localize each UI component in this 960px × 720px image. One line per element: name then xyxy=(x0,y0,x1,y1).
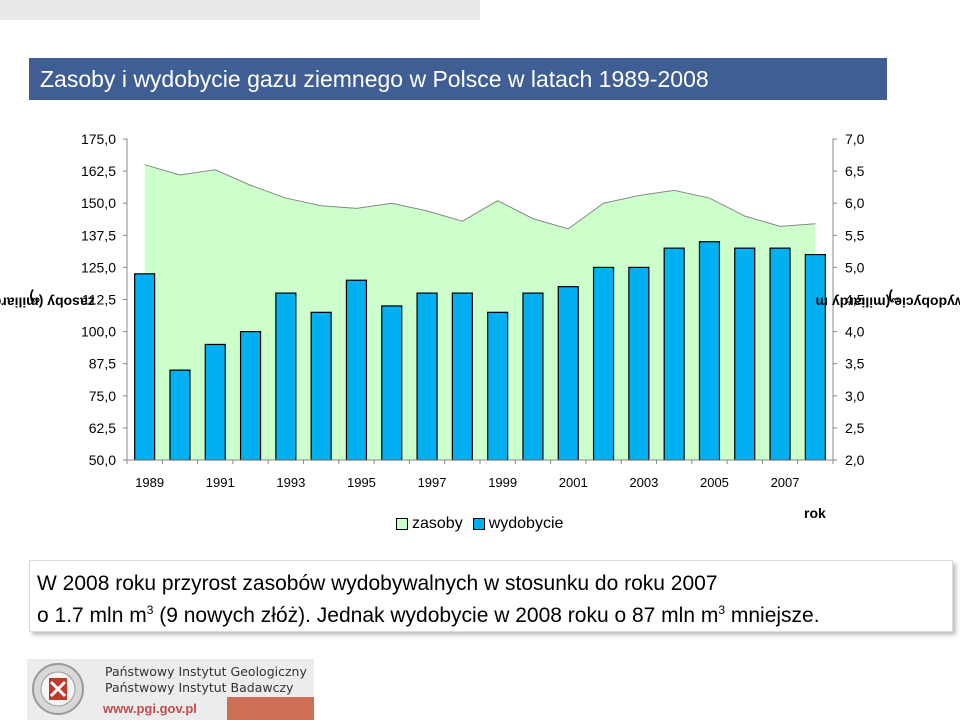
bar-wydobycie-2007 xyxy=(769,247,791,461)
y-right-tick-label: 2,5 xyxy=(845,420,865,436)
tick-layer: 50,0 62,5 75,0 87,5 100,0 112,5 125,0 137,5 150,… xyxy=(81,131,865,490)
y-right-tick-label: 6,5 xyxy=(845,163,865,179)
bar-wydobycie-2000 xyxy=(522,292,544,461)
y-right-tick-label: 4,5 xyxy=(845,292,865,308)
pgi-logo-icon xyxy=(32,663,84,715)
y-left-tick-label: 175,0 xyxy=(81,131,116,147)
y-left-tick-label: 100,0 xyxy=(81,324,116,340)
top-strip xyxy=(0,0,480,20)
bar-wydobycie-1997 xyxy=(416,292,438,461)
footer-accent-block xyxy=(227,697,314,720)
chart-canvas: 50,0 62,5 75,0 87,5 100,0 112,5 125,0 137,5 150,… xyxy=(81,131,865,490)
bar-wydobycie-1998 xyxy=(451,292,473,461)
x-tick-label: 2005 xyxy=(700,475,729,490)
bar-wydobycie-2003 xyxy=(628,266,650,461)
y-left-tick-label: 162,5 xyxy=(81,163,116,179)
y-left-tick-label: 50,0 xyxy=(89,452,116,468)
slide-title: Zasoby i wydobycie gazu ziemnego w Polsc… xyxy=(29,58,887,100)
x-tick-label: 1989 xyxy=(135,475,164,490)
y-right-tick-label: 7,0 xyxy=(845,131,865,147)
bar-wydobycie-1993 xyxy=(275,292,297,461)
y-right-tick-label: 5,5 xyxy=(845,227,865,243)
legend-swatch-zasoby xyxy=(396,518,408,530)
legend-label-zasoby: zasoby xyxy=(412,515,463,532)
legend-label-wydobycie: wydobycie xyxy=(488,515,564,532)
x-tick-label: 1993 xyxy=(276,475,305,490)
y-right-tick-label: 5,0 xyxy=(845,259,865,275)
x-tick-label: 1995 xyxy=(347,475,376,490)
bar-wydobycie-2002 xyxy=(592,266,615,461)
footer-institute-subtitle: Państwowy Instytut Badawczy xyxy=(105,680,294,695)
bar-wydobycie-1991 xyxy=(204,343,226,461)
bar-wydobycie-1995 xyxy=(345,279,368,461)
legend-item-wydobycie: wydobycie xyxy=(472,515,564,533)
legend-swatch-wydobycie xyxy=(472,518,485,530)
bar-wydobycie-1992 xyxy=(239,331,262,461)
bar-wydobycie-2005 xyxy=(698,241,721,461)
zasoby-line xyxy=(144,164,816,230)
caption-box: W 2008 roku przyrost zasobów wydobywalny… xyxy=(29,560,953,632)
bar-wydobycie-2008 xyxy=(804,253,826,461)
caption-line-2: o 1.7 mln m3 (9 nowych złóż). Jednak wyd… xyxy=(37,603,820,627)
y-left-tick-label: 112,5 xyxy=(82,292,116,308)
bar-wydobycie-1999 xyxy=(487,311,509,461)
y-left-tick-label: 75,0 xyxy=(89,388,116,404)
footer: Państwowy Instytut Geologiczny Państwowy… xyxy=(27,659,314,720)
x-tick-label: 1991 xyxy=(206,475,235,490)
footer-institute-name: Państwowy Instytut Geologiczny xyxy=(105,664,307,679)
x-tick-label: 2001 xyxy=(559,475,588,490)
bar-wydobycie-1994 xyxy=(310,311,332,461)
bar-wydobycie-1989 xyxy=(134,273,156,461)
legend-item-zasoby: zasoby xyxy=(396,515,463,533)
bar-wydobycie-2004 xyxy=(663,247,685,461)
footer-url-link[interactable]: www.pgi.gov.pl xyxy=(103,701,197,716)
y-right-tick-label: 3,5 xyxy=(845,356,865,372)
bar-wydobycie-2006 xyxy=(734,247,756,461)
bar-wydobycie-1990 xyxy=(169,369,191,461)
y-left-tick-label: 125,0 xyxy=(81,259,116,275)
y-right-tick-label: 3,0 xyxy=(845,388,865,404)
bar-wydobycie-2001 xyxy=(557,286,579,461)
y-left-tick-label: 87,5 xyxy=(89,356,116,372)
y-left-tick-label: 150,0 xyxy=(81,195,116,211)
y-right-tick-label: 2,0 xyxy=(845,452,865,468)
y-right-tick-label: 6,0 xyxy=(845,195,865,211)
y-right-tick-label: 4,0 xyxy=(845,324,865,340)
y-left-tick-label: 62,5 xyxy=(89,420,116,436)
x-tick-label: 2003 xyxy=(629,475,658,490)
y-left-tick-label: 137,5 xyxy=(81,227,116,243)
x-axis-label: rok xyxy=(804,505,826,521)
caption-line-1: W 2008 roku przyrost zasobów wydobywalny… xyxy=(37,572,718,595)
x-tick-label: 2007 xyxy=(771,475,800,490)
bar-wydobycie-1996 xyxy=(381,305,403,461)
x-tick-label: 1999 xyxy=(488,475,517,490)
x-tick-label: 1997 xyxy=(418,475,447,490)
chart-legend: zasoby wydobycie xyxy=(396,514,573,534)
bar-layer xyxy=(134,241,826,461)
